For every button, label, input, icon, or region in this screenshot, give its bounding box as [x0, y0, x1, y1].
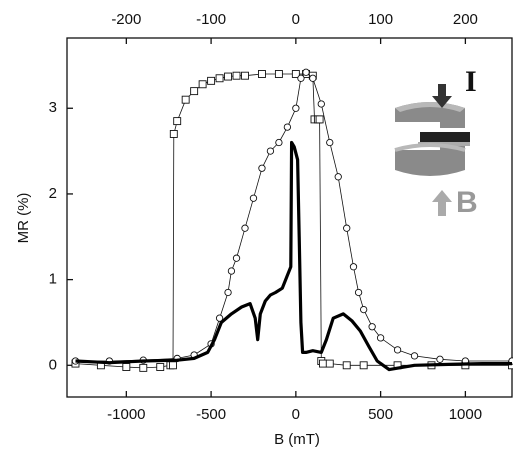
square-marker — [342, 361, 351, 370]
circle-marker — [393, 346, 402, 354]
circle-marker — [297, 74, 305, 82]
circle-marker — [258, 164, 266, 172]
circle-marker — [326, 138, 334, 147]
square-marker — [122, 363, 131, 371]
circle-marker — [224, 288, 232, 297]
square-marker — [181, 95, 190, 104]
circle-marker — [360, 305, 368, 314]
square-marker — [198, 80, 207, 89]
square-marker — [207, 76, 216, 85]
circle-marker — [354, 288, 363, 297]
circle-marker — [349, 263, 358, 271]
circle-marker — [368, 323, 376, 331]
inset-label: B — [456, 186, 478, 219]
square-marker — [232, 71, 241, 80]
x2-tick-label: 200 — [453, 11, 478, 28]
inset: I B — [394, 65, 478, 219]
square-marker — [241, 71, 249, 80]
square-marker — [139, 363, 148, 372]
plot-area — [71, 68, 513, 372]
circle-marker — [376, 334, 385, 342]
circle-marker — [334, 173, 342, 181]
square-marker — [258, 70, 266, 78]
x-tick-label: 1000 — [449, 406, 482, 423]
square-marker — [319, 359, 327, 368]
circle-marker — [232, 254, 241, 262]
y-tick-label: 0 — [49, 356, 57, 373]
circle-marker — [292, 104, 300, 112]
square-marker — [169, 361, 177, 370]
series-line — [75, 71, 512, 362]
x-tick-label: 0 — [292, 406, 300, 423]
circle-marker — [317, 100, 325, 108]
square-marker — [224, 72, 232, 81]
x-tick-label: -1000 — [107, 406, 145, 423]
square-marker — [315, 115, 324, 124]
square-marker — [173, 117, 182, 126]
y-tick-label: 3 — [49, 99, 57, 116]
x-tick-label: -500 — [196, 406, 226, 423]
square-marker — [215, 74, 224, 83]
x2-tick-label: -100 — [196, 11, 226, 28]
x-tick-label: 500 — [368, 406, 393, 423]
circle-marker — [343, 224, 351, 232]
circle-marker — [266, 147, 275, 155]
circle-marker — [249, 194, 258, 202]
series-line — [75, 140, 512, 372]
square-marker — [359, 361, 368, 370]
x2-tick-label: 0 — [292, 11, 300, 28]
square-marker — [169, 130, 178, 138]
plot-frame — [66, 37, 513, 398]
circle-marker — [302, 68, 310, 76]
x-axis-label: B (mT) — [274, 431, 320, 448]
square-marker — [156, 363, 165, 371]
square-marker — [190, 87, 199, 96]
circle-marker — [410, 352, 419, 360]
circle-marker — [283, 123, 292, 131]
circle-marker — [275, 138, 283, 147]
x2-tick-label: 100 — [368, 11, 393, 28]
y-tick-label: 2 — [49, 185, 57, 202]
circle-marker — [309, 74, 317, 82]
circle-marker — [215, 314, 224, 322]
y-axis-label: MR (%) — [15, 193, 32, 244]
square-marker — [325, 359, 334, 368]
y-tick-label: 1 — [49, 271, 57, 288]
inset-label: I — [465, 65, 477, 98]
x2-tick-label: -200 — [111, 11, 141, 28]
circle-marker — [436, 355, 444, 363]
circle-marker — [241, 224, 249, 232]
square-marker — [291, 70, 300, 78]
circle-marker — [227, 267, 236, 275]
square-marker — [274, 70, 283, 78]
